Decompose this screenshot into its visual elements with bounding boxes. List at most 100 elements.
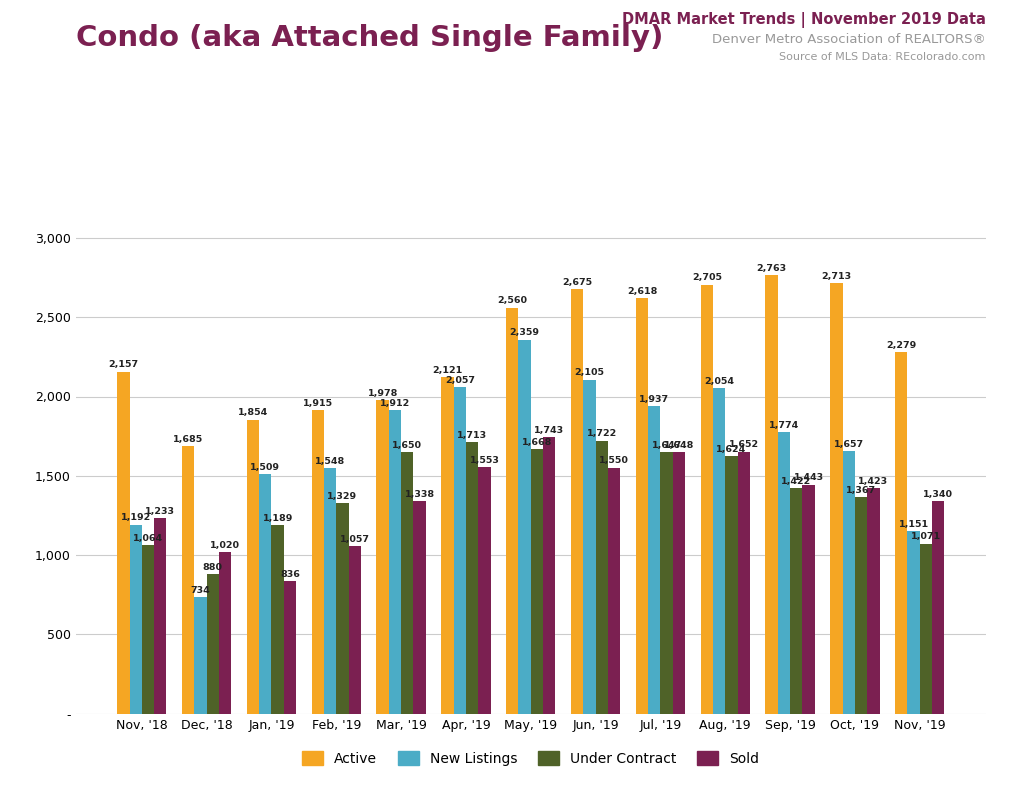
Text: 1,233: 1,233 bbox=[146, 507, 175, 515]
Text: 1,915: 1,915 bbox=[302, 399, 333, 408]
Bar bbox=[129, 525, 142, 714]
Bar bbox=[413, 501, 426, 714]
Text: 1,443: 1,443 bbox=[794, 473, 824, 482]
Text: 2,713: 2,713 bbox=[821, 272, 851, 281]
Text: 1,774: 1,774 bbox=[768, 421, 799, 430]
Text: 836: 836 bbox=[280, 569, 300, 579]
Bar bbox=[583, 380, 595, 714]
Text: 1,912: 1,912 bbox=[380, 399, 410, 408]
Bar bbox=[648, 407, 660, 714]
Text: 1,329: 1,329 bbox=[328, 492, 358, 500]
Text: 1,685: 1,685 bbox=[173, 435, 203, 444]
Bar bbox=[531, 449, 543, 714]
Bar bbox=[349, 546, 361, 714]
Bar bbox=[842, 451, 855, 714]
Text: 1,722: 1,722 bbox=[586, 429, 617, 439]
Bar bbox=[738, 452, 750, 714]
Text: 1,937: 1,937 bbox=[639, 395, 669, 404]
Bar bbox=[454, 388, 466, 714]
Bar bbox=[507, 308, 519, 714]
Bar bbox=[259, 474, 272, 714]
Bar bbox=[194, 597, 206, 714]
Text: 1,020: 1,020 bbox=[210, 541, 241, 550]
Bar bbox=[401, 452, 413, 714]
Text: 2,618: 2,618 bbox=[627, 287, 657, 296]
Bar bbox=[867, 488, 880, 714]
Bar bbox=[376, 400, 389, 714]
Text: Condo (aka Attached Single Family): Condo (aka Attached Single Family) bbox=[76, 24, 663, 52]
Text: 2,705: 2,705 bbox=[692, 274, 722, 282]
Text: 1,652: 1,652 bbox=[729, 440, 759, 450]
Bar bbox=[895, 352, 908, 714]
Text: 1,648: 1,648 bbox=[663, 441, 695, 450]
Text: Denver Metro Association of REALTORS®: Denver Metro Association of REALTORS® bbox=[712, 33, 986, 46]
Text: 1,057: 1,057 bbox=[340, 534, 370, 544]
Text: 2,121: 2,121 bbox=[433, 366, 463, 375]
Bar bbox=[478, 467, 490, 714]
Bar bbox=[142, 545, 154, 714]
Text: 2,763: 2,763 bbox=[756, 264, 787, 273]
Bar bbox=[219, 552, 232, 714]
Bar bbox=[660, 453, 672, 714]
Bar bbox=[636, 298, 648, 714]
Text: 1,668: 1,668 bbox=[522, 438, 552, 446]
Bar bbox=[701, 285, 713, 714]
Text: 1,509: 1,509 bbox=[251, 463, 280, 472]
Text: 1,367: 1,367 bbox=[846, 485, 877, 495]
Bar bbox=[466, 442, 478, 714]
Text: 1,550: 1,550 bbox=[600, 457, 629, 465]
Text: 2,057: 2,057 bbox=[445, 376, 475, 385]
Bar bbox=[713, 388, 725, 714]
Bar bbox=[272, 525, 284, 714]
Bar bbox=[571, 289, 583, 714]
Bar bbox=[803, 485, 815, 714]
Bar bbox=[284, 581, 296, 714]
Text: 2,157: 2,157 bbox=[108, 360, 139, 370]
Bar bbox=[790, 488, 803, 714]
Text: 2,359: 2,359 bbox=[510, 328, 540, 337]
Text: 2,054: 2,054 bbox=[704, 377, 734, 385]
Bar bbox=[908, 531, 920, 714]
Bar bbox=[247, 419, 259, 714]
Bar bbox=[595, 441, 608, 714]
Bar bbox=[777, 432, 790, 714]
Bar bbox=[672, 452, 685, 714]
Text: 1,340: 1,340 bbox=[923, 490, 953, 499]
Legend: Active, New Listings, Under Contract, Sold: Active, New Listings, Under Contract, So… bbox=[302, 751, 759, 766]
Bar bbox=[608, 468, 620, 714]
Bar bbox=[725, 456, 738, 714]
Text: 1,064: 1,064 bbox=[132, 534, 163, 542]
Text: 1,189: 1,189 bbox=[263, 514, 293, 523]
Bar bbox=[932, 501, 944, 714]
Text: 1,650: 1,650 bbox=[392, 441, 423, 450]
Text: 1,548: 1,548 bbox=[315, 457, 346, 465]
Text: 1,422: 1,422 bbox=[782, 477, 812, 486]
Text: 2,279: 2,279 bbox=[886, 341, 916, 350]
Text: 1,743: 1,743 bbox=[534, 426, 564, 435]
Text: DMAR Market Trends | November 2019 Data: DMAR Market Trends | November 2019 Data bbox=[622, 12, 986, 28]
Bar bbox=[442, 377, 454, 714]
Bar bbox=[920, 544, 932, 714]
Bar bbox=[311, 410, 324, 714]
Bar bbox=[182, 446, 194, 714]
Text: 1,978: 1,978 bbox=[367, 389, 398, 397]
Bar bbox=[830, 283, 842, 714]
Text: 734: 734 bbox=[191, 586, 210, 595]
Bar bbox=[543, 437, 555, 714]
Bar bbox=[117, 372, 129, 714]
Text: 1,071: 1,071 bbox=[911, 532, 941, 542]
Text: 1,647: 1,647 bbox=[651, 441, 681, 450]
Bar bbox=[337, 503, 349, 714]
Text: 1,423: 1,423 bbox=[858, 477, 889, 485]
Text: 1,192: 1,192 bbox=[120, 513, 151, 523]
Text: 1,624: 1,624 bbox=[716, 445, 746, 454]
Bar bbox=[324, 468, 337, 714]
Bar bbox=[855, 497, 867, 714]
Text: 2,560: 2,560 bbox=[497, 297, 528, 305]
Text: 1,657: 1,657 bbox=[834, 439, 863, 449]
Text: 2,675: 2,675 bbox=[562, 278, 592, 287]
Bar bbox=[765, 275, 777, 714]
Text: Source of MLS Data: REcolorado.com: Source of MLS Data: REcolorado.com bbox=[779, 52, 986, 62]
Bar bbox=[206, 574, 219, 714]
Bar bbox=[519, 339, 531, 714]
